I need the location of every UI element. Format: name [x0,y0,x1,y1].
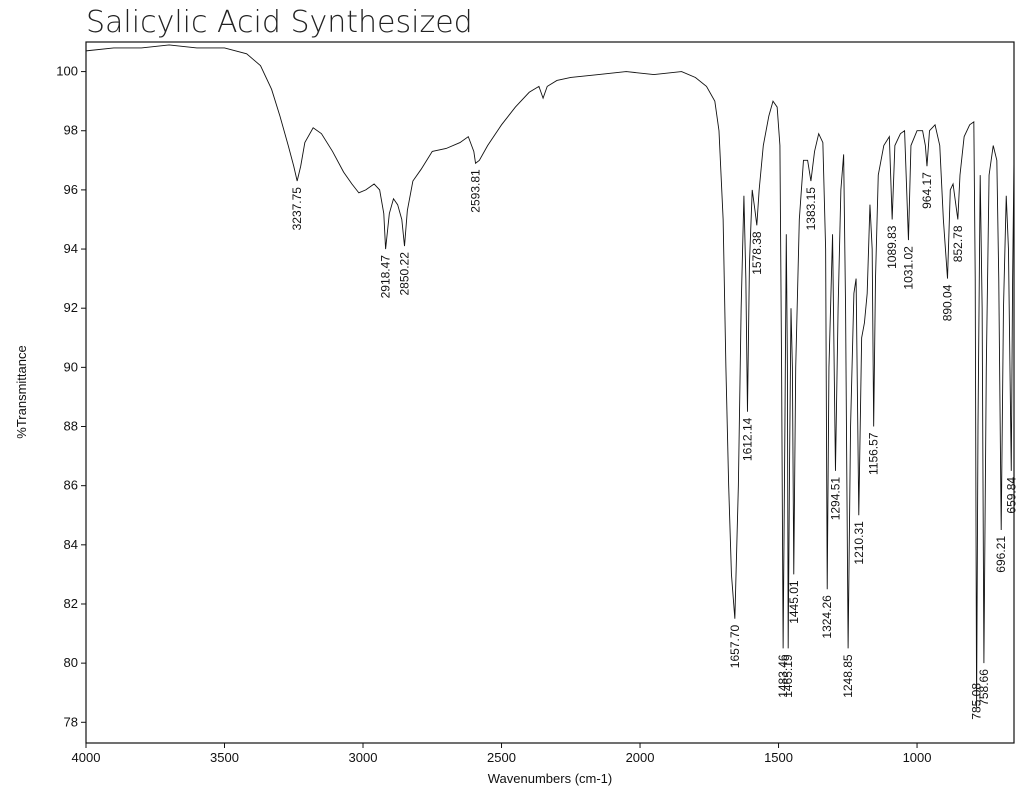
peak-label: 659.84 [1004,477,1018,514]
peak-label: 1383.15 [804,187,818,231]
x-tick-label: 3500 [210,750,239,765]
peak-label: 1657.70 [728,624,742,668]
peak-label: 785.08 [970,683,984,720]
peak-label: 964.17 [920,172,934,209]
y-tick-label: 100 [56,64,78,79]
peak-label: 1612.14 [741,417,755,461]
peak-label: 1445.01 [787,580,801,624]
y-axis-label: %Transmittance [14,345,29,438]
y-tick-label: 78 [64,714,78,729]
x-tick-label: 4000 [72,750,101,765]
peak-label: 3237.75 [290,187,304,231]
x-axis: 4000 3500 3000 2500 2000 1500 1000 [72,743,932,765]
y-tick-label: 88 [64,419,78,434]
peak-label: 1578.38 [750,231,764,275]
y-tick-label: 98 [64,123,78,138]
y-tick-label: 92 [64,300,78,315]
peak-label: 852.78 [951,225,965,262]
peak-label: 1031.02 [902,246,916,290]
peak-label: 1210.31 [852,521,866,565]
y-axis: 78 80 82 84 86 88 90 92 94 96 98 100 [56,64,86,729]
x-tick-label: 3000 [349,750,378,765]
peak-labels: 3237.75 2918.47 2850.22 2593.81 1657.70 1612.… [290,169,1018,720]
peak-label: 1294.51 [829,477,843,521]
peak-label: 1248.85 [841,654,855,698]
peak-label: 2593.81 [469,169,483,213]
x-tick-label: 2000 [626,750,655,765]
y-tick-label: 80 [64,655,78,670]
peak-label: 2918.47 [379,255,393,299]
peak-label: 1089.83 [885,225,899,269]
peak-label: 1483.46 [776,654,790,698]
peak-label: 890.04 [941,284,955,321]
spectrum-line [85,44,1015,708]
y-tick-label: 84 [64,537,78,552]
x-tick-label: 1500 [764,750,793,765]
peak-label: 2850.22 [398,252,412,296]
peak-label: 696.21 [994,536,1008,573]
chart-title: Salicylic Acid Synthesized [86,5,473,40]
y-tick-label: 90 [64,359,78,374]
peak-label: 1465.19 [781,654,795,698]
y-tick-label: 86 [64,478,78,493]
plot-frame [85,41,1015,744]
peak-label: 1156.57 [867,432,881,475]
x-tick-label: 2500 [487,750,516,765]
x-tick-label: 1000 [903,750,932,765]
peak-label: 1324.26 [820,595,834,639]
y-tick-label: 96 [64,182,78,197]
y-tick-label: 94 [64,241,78,256]
peak-label: 758.66 [977,669,991,706]
x-axis-label: Wavenumbers (cm-1) [488,771,612,786]
y-tick-label: 82 [64,596,78,611]
